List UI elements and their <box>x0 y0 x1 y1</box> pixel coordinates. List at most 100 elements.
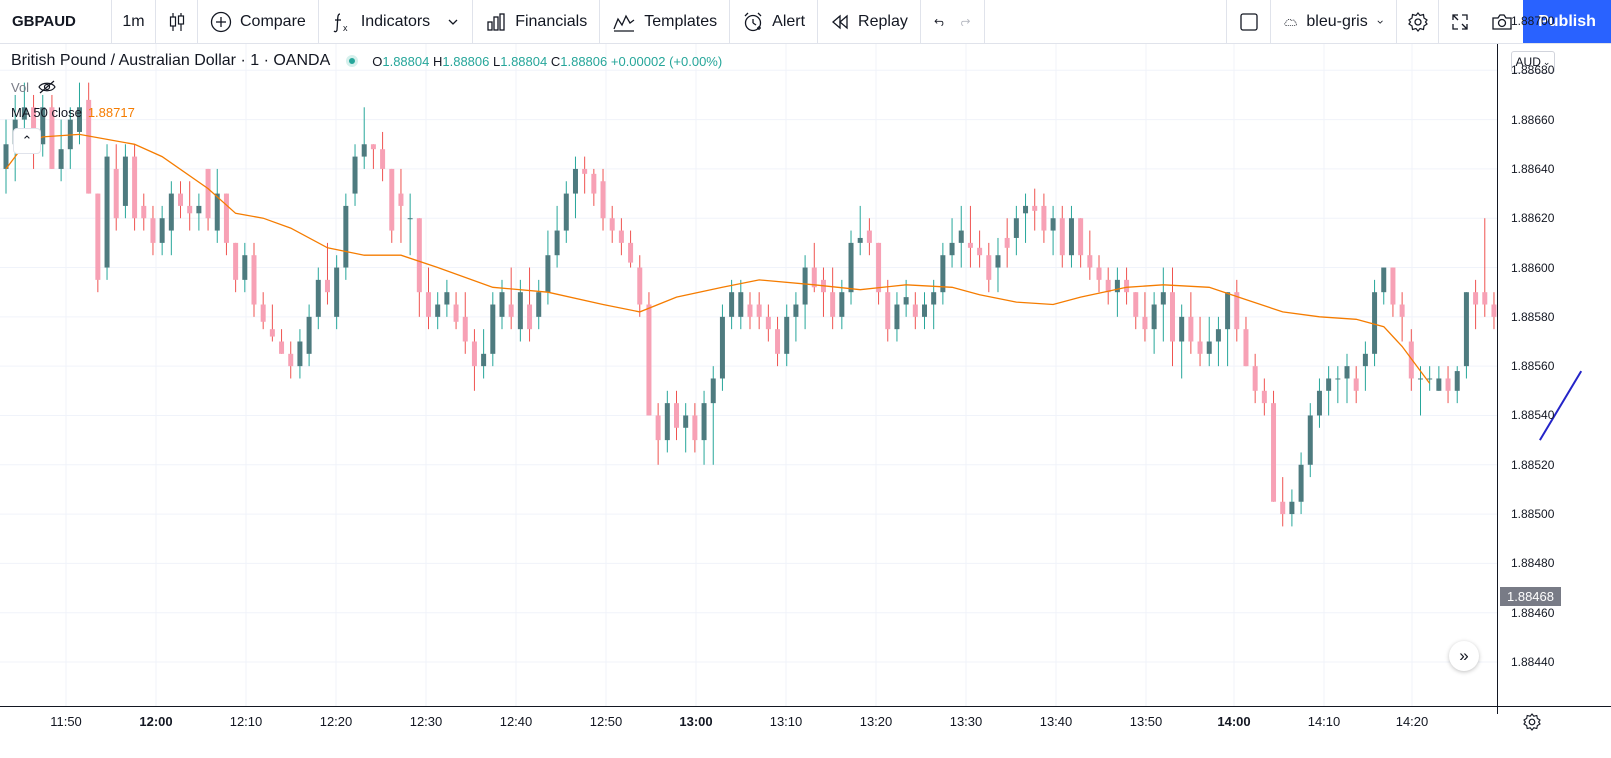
top-toolbar: GBPAUD 1m Compare x Indicators Financial… <box>0 0 1611 44</box>
alert-button[interactable]: Alert <box>730 0 819 43</box>
rewind-icon <box>832 14 848 29</box>
candle-body <box>1289 501 1295 515</box>
candle-body <box>563 193 569 231</box>
gear-icon[interactable] <box>1522 712 1542 732</box>
candle-body <box>444 292 450 305</box>
double-chevron-right-icon: » <box>1459 646 1469 665</box>
candle-body <box>352 156 358 194</box>
candle-body <box>471 341 477 367</box>
candle-body <box>21 107 27 120</box>
candle-body <box>499 292 505 317</box>
candle-body <box>196 205 202 214</box>
eye-hidden-icon[interactable] <box>37 79 57 95</box>
candle-body <box>765 316 771 330</box>
candle-body <box>1050 218 1056 231</box>
price-tick-label: 1.88640 <box>1511 161 1555 176</box>
layout-button[interactable]: bleu-gris <box>1271 0 1397 43</box>
expand-icon <box>1452 13 1468 30</box>
symbol-title[interactable]: British Pound / Australian Dollar · 1 · … <box>11 52 331 69</box>
time-tick-label: 13:00 <box>679 714 713 729</box>
plus-circle-icon <box>210 11 232 32</box>
volume-label[interactable]: Vol <box>11 79 30 95</box>
candle-body <box>692 415 698 441</box>
indicators-label: Indicators <box>360 12 431 30</box>
chart-type-button[interactable] <box>156 0 198 43</box>
candle-body <box>1013 218 1019 238</box>
snapshot-button[interactable] <box>1481 0 1523 43</box>
candle-body <box>1344 366 1350 379</box>
candle-body <box>618 230 624 243</box>
candle-body <box>793 304 799 317</box>
candle-body <box>1463 292 1469 367</box>
candle-body <box>756 304 762 317</box>
ohlc-values: O1.88804 H1.88806 L1.88804 C1.88806 +0.0… <box>372 54 722 69</box>
compare-button[interactable]: Compare <box>198 0 319 43</box>
ma-value: 1.88717 <box>87 105 135 120</box>
scroll-to-realtime-button[interactable]: » <box>1449 641 1479 671</box>
candle-body <box>674 403 680 428</box>
settings-button[interactable] <box>1397 0 1439 43</box>
candle-body <box>223 193 229 243</box>
price-tick-label: 1.88600 <box>1511 260 1555 275</box>
time-tick-label: 14:00 <box>1217 714 1251 729</box>
candle-body <box>1243 329 1249 367</box>
candle-body <box>1399 304 1405 317</box>
candle-body <box>1436 378 1442 391</box>
volume-legend: Vol <box>11 79 57 95</box>
candle-body <box>113 168 119 219</box>
financials-button[interactable]: Financials <box>473 0 601 43</box>
candle-body <box>453 304 459 322</box>
ma-legend[interactable]: MA 50 close 1.88717 <box>11 105 135 120</box>
candle-body <box>1372 292 1378 354</box>
indicators-button[interactable]: x Indicators <box>319 0 474 43</box>
candle-body <box>1179 316 1185 342</box>
candle-body <box>1390 267 1396 305</box>
candle-body <box>306 316 312 354</box>
candle-body <box>683 415 689 428</box>
candle-body <box>178 193 184 206</box>
candle-body <box>701 403 707 441</box>
candle-body <box>407 218 413 220</box>
price-chart[interactable] <box>0 44 1611 758</box>
fullscreen-layout-button[interactable] <box>1227 0 1271 43</box>
candle-body <box>894 304 900 330</box>
toolbar-spacer <box>985 0 1227 43</box>
collapse-legend-button[interactable]: ⌃ <box>13 128 41 154</box>
candles-icon <box>169 12 184 31</box>
candle-body <box>967 242 973 248</box>
current-price-tag: 1.88468 <box>1500 587 1561 606</box>
candle-body <box>986 255 992 280</box>
market-status-dot <box>346 55 359 67</box>
close-value: 1.88806 <box>560 53 608 69</box>
interval-button[interactable]: 1m <box>112 0 156 43</box>
interval-label: 1m <box>122 12 145 30</box>
candle-body <box>1298 464 1304 502</box>
candle-body <box>1408 341 1414 379</box>
price-tick-label: 1.88680 <box>1511 63 1555 78</box>
fullscreen-button[interactable] <box>1439 0 1481 43</box>
candle-body <box>1105 279 1111 293</box>
compare-label: Compare <box>240 12 306 30</box>
candle-body <box>1381 267 1387 293</box>
symbol-search-button[interactable]: GBPAUD <box>0 0 112 43</box>
candle-body <box>269 329 275 337</box>
currency-select[interactable]: AUD ⌄ <box>1511 51 1555 73</box>
candle-body <box>31 107 37 145</box>
redo-icon[interactable] <box>959 13 972 31</box>
templates-button[interactable]: Templates <box>600 0 731 43</box>
publish-button[interactable]: Publish <box>1523 0 1611 43</box>
candle-body <box>1482 292 1488 305</box>
gear-icon <box>1407 11 1428 32</box>
candle-body <box>609 218 615 231</box>
candle-body <box>132 156 138 219</box>
candle-body <box>1427 378 1433 380</box>
camera-icon <box>1492 13 1512 30</box>
candle-body <box>545 255 551 293</box>
chart-legend: British Pound / Australian Dollar · 1 · … <box>11 52 722 70</box>
high-label: H <box>432 53 443 69</box>
candle-body <box>811 267 817 288</box>
undo-icon[interactable] <box>933 13 946 31</box>
replay-button[interactable]: Replay <box>818 0 921 43</box>
candle-body <box>1032 205 1038 211</box>
candle-body <box>416 218 422 293</box>
